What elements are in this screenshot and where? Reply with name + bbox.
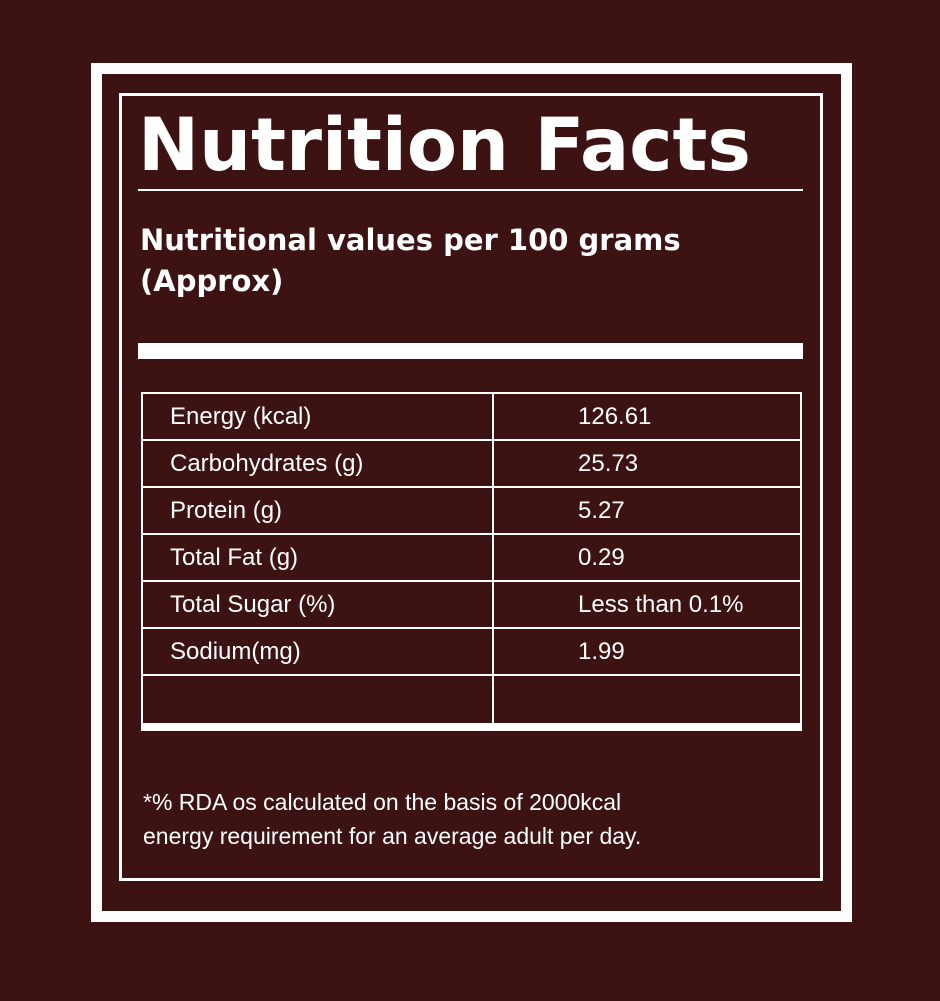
title-divider <box>138 189 803 191</box>
footnote-line-1: *% RDA os calculated on the basis of 200… <box>143 789 622 815</box>
rda-footnote: *% RDA os calculated on the basis of 200… <box>143 785 783 853</box>
nutrient-value: 0.29 <box>492 533 802 582</box>
nutrition-facts-title: Nutrition Facts <box>138 103 751 188</box>
thick-divider <box>138 343 803 359</box>
nutrient-value: 5.27 <box>492 486 802 535</box>
nutrient-value <box>492 674 802 728</box>
nutrient-name: Total Sugar (%) <box>141 580 494 629</box>
nutrient-name: Carbohydrates (g) <box>141 439 494 488</box>
nutrient-name <box>141 674 494 728</box>
table-row: Total Fat (g) 0.29 <box>141 533 802 582</box>
nutrient-value: 25.73 <box>492 439 802 488</box>
table-row: Carbohydrates (g) 25.73 <box>141 439 802 488</box>
outer-frame <box>91 63 852 922</box>
table-row: Total Sugar (%) Less than 0.1% <box>141 580 802 629</box>
footnote-line-2: energy requirement for an average adult … <box>143 823 642 849</box>
nutrient-value: 126.61 <box>492 392 802 441</box>
table-row: Sodium(mg) 1.99 <box>141 627 802 676</box>
inner-frame <box>119 93 823 881</box>
serving-info: Nutritional values per 100 grams (Approx… <box>140 220 800 302</box>
nutrient-value: 1.99 <box>492 627 802 676</box>
nutrient-name: Total Fat (g) <box>141 533 494 582</box>
serving-info-line-1: Nutritional values per 100 grams <box>140 223 681 257</box>
nutrient-name: Protein (g) <box>141 486 494 535</box>
nutrient-name: Energy (kcal) <box>141 392 494 441</box>
nutrition-table: Energy (kcal) 126.61 Carbohydrates (g) 2… <box>141 392 802 731</box>
table-row-empty <box>141 674 802 728</box>
nutrient-name: Sodium(mg) <box>141 627 494 676</box>
table-row: Energy (kcal) 126.61 <box>141 392 802 441</box>
serving-info-line-2: (Approx) <box>140 264 284 298</box>
nutrient-value: Less than 0.1% <box>492 580 802 629</box>
table-row: Protein (g) 5.27 <box>141 486 802 535</box>
